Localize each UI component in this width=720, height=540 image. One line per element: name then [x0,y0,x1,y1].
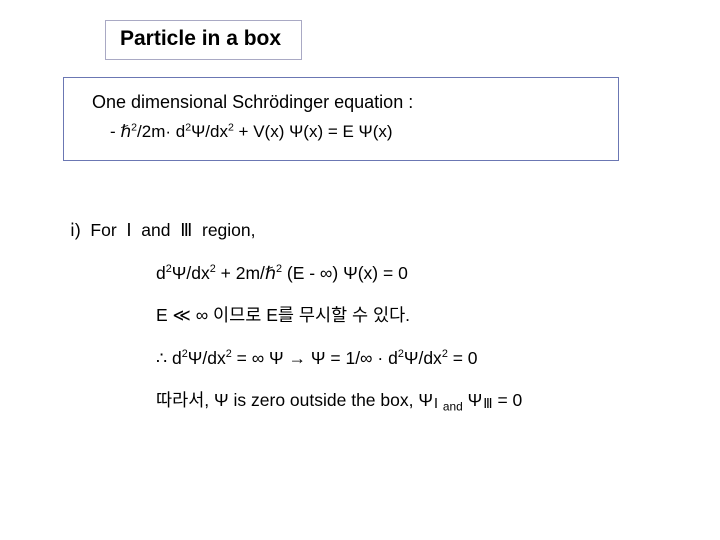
slide: Particle in a box One dimensional Schröd… [0,0,720,540]
slide-title: Particle in a box [105,20,302,60]
section-lead: ⅰ) For Ⅰ and Ⅲ region, [70,218,680,243]
derivation-line: ∴ d2Ψ/dx2 = ∞ Ψ → Ψ = 1/∞ · d2Ψ/dx2 = 0 [70,346,680,371]
derivation-line: d2Ψ/dx2 + 2m/ℏ2 (E - ∞) Ψ(x) = 0 [70,261,680,286]
derivation-line: E ≪ ∞ 이므로 E를 무시할 수 있다. [70,303,680,328]
derivation-line: 따라서, Ψ is zero outside the box, ΨⅠ and Ψ… [70,388,680,414]
schrodinger-heading: One dimensional Schrödinger equation : [92,88,590,118]
derivation-body: ⅰ) For Ⅰ and Ⅲ region, d2Ψ/dx2 + 2m/ℏ2 (… [70,218,680,432]
schrodinger-box: One dimensional Schrödinger equation : -… [63,77,619,161]
schrodinger-equation: - ℏ2/2m· d2Ψ/dx2 + V(x) Ψ(x) = E Ψ(x) [92,118,590,146]
